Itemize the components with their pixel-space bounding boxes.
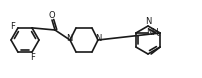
Text: O: O bbox=[48, 11, 55, 20]
Text: N: N bbox=[95, 34, 101, 44]
Text: N: N bbox=[144, 17, 150, 26]
Text: NH: NH bbox=[146, 28, 158, 37]
Text: 2: 2 bbox=[156, 32, 160, 37]
Text: F: F bbox=[31, 53, 35, 62]
Text: N: N bbox=[66, 34, 72, 44]
Text: F: F bbox=[11, 22, 15, 31]
